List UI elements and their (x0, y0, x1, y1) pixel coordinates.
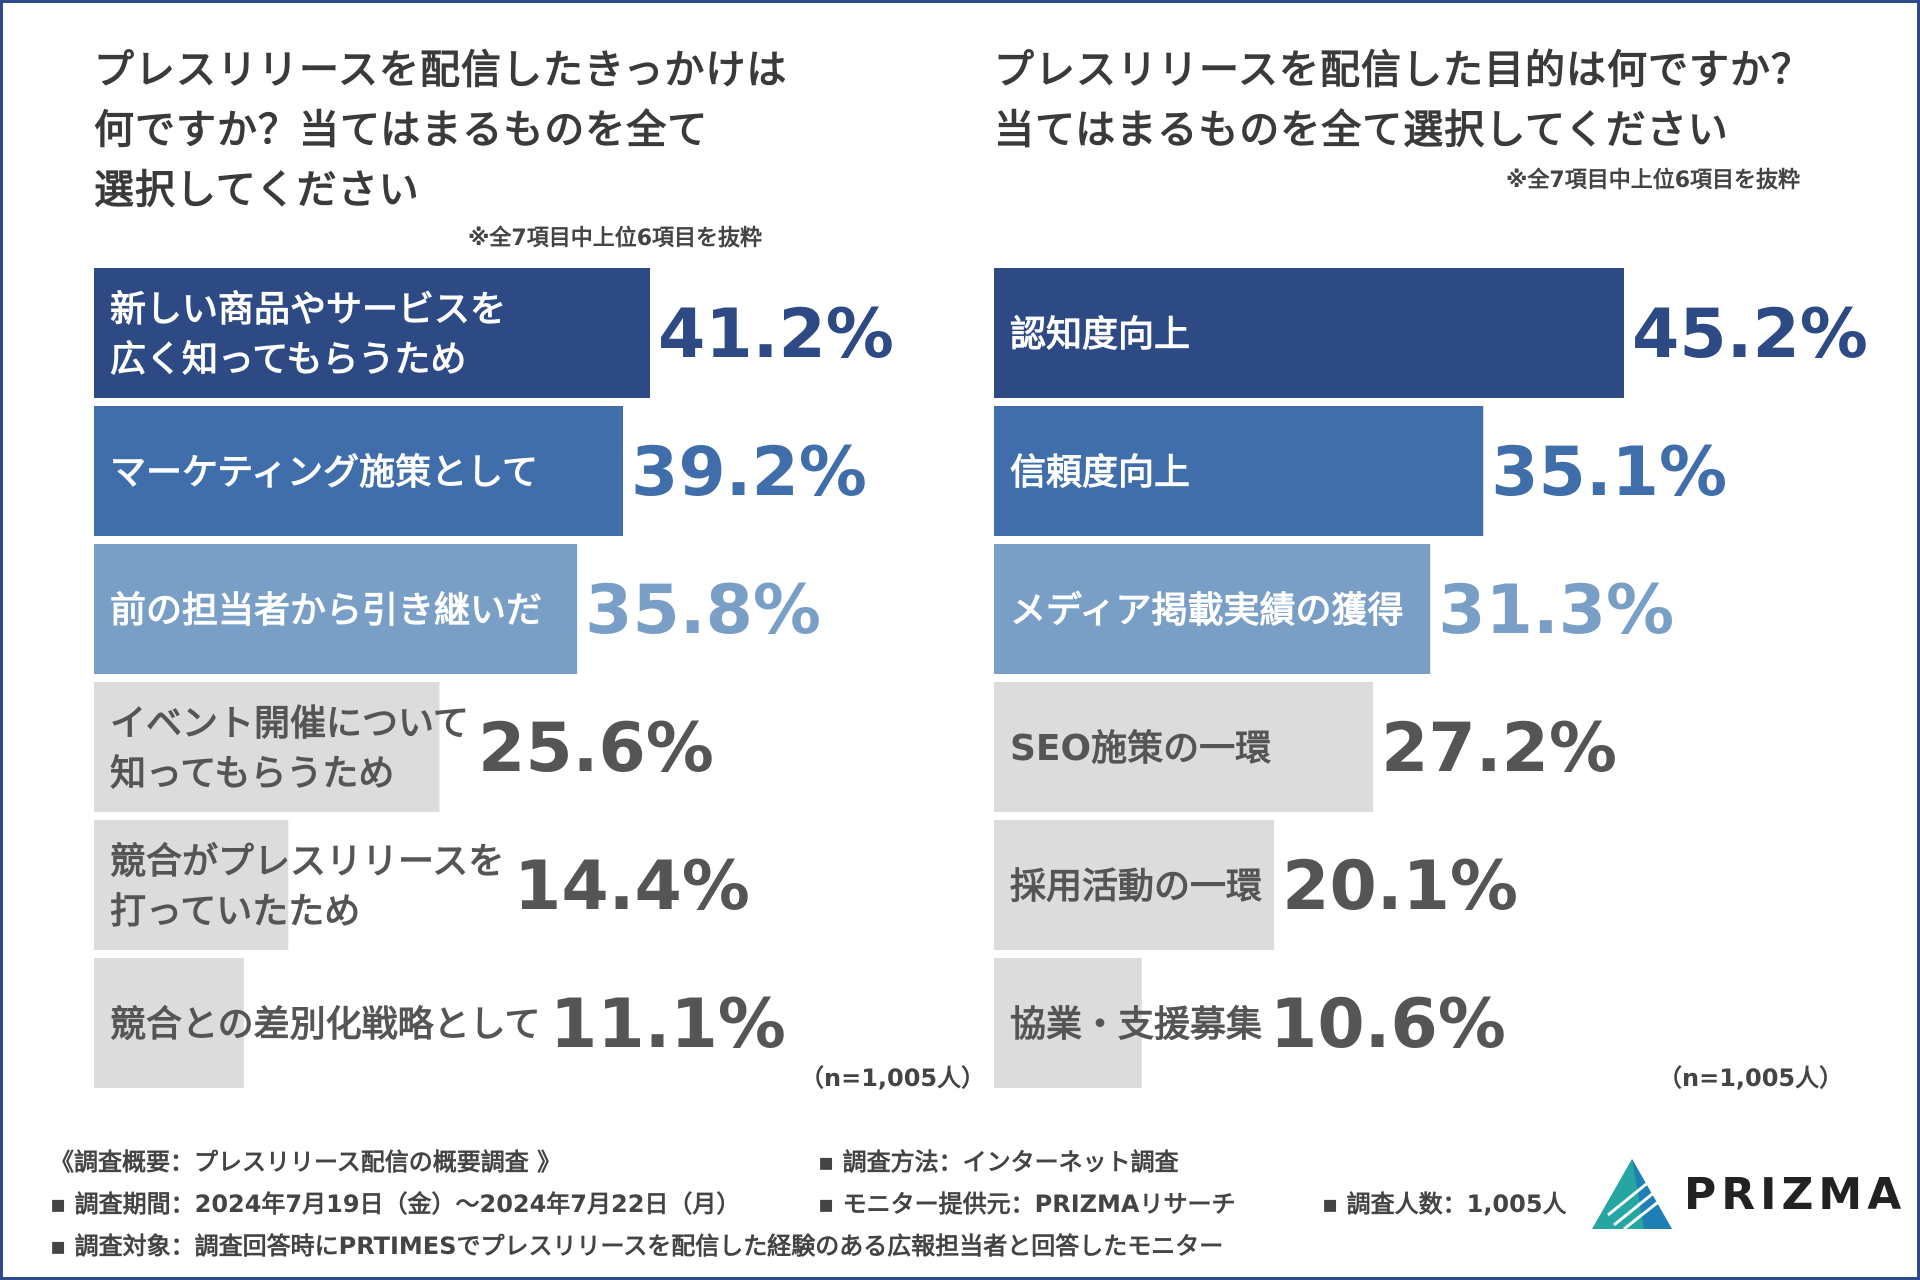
left-value-label-3: 35.8% (585, 571, 821, 650)
footer-period: ▪ 調査期間：2024年7月19日（金）〜2024年7月22日（月） (50, 1190, 741, 1218)
prizma-logo-text: PRIZMA (1684, 1169, 1907, 1220)
left-title-line-3: 選択してください (94, 167, 420, 213)
left-bar-label-1-line-1: 新しい商品やサービスを (110, 289, 506, 330)
left-value-label-4: 25.6% (478, 709, 714, 788)
footer-provider: ▪ モニター提供元：PRIZMAリサーチ (818, 1190, 1236, 1218)
right-value-label-1: 45.2% (1632, 295, 1868, 374)
footer-count: ▪ 調査人数：1,005人 (1322, 1190, 1567, 1218)
left-bar-5 (94, 820, 289, 950)
left-bar-label-4-line-1: イベント開催について (110, 703, 469, 744)
footer-overview: 《調査概要：プレスリリース配信の概要調査 》 (50, 1148, 562, 1176)
right-bar-1 (994, 268, 1624, 398)
right-bar-label-3-line-1: メディア掲載実績の獲得 (1010, 589, 1403, 631)
left-bar-1 (94, 268, 651, 398)
left-title-line-1: プレスリリースを配信したきっかけは (94, 47, 788, 93)
right-bar-5 (994, 820, 1275, 950)
right-sample-size: （n=1,005人） (1658, 1064, 1844, 1092)
left-bar-2 (94, 406, 624, 536)
left-bar-label-2-line-1: マーケティング施策として (110, 452, 538, 493)
left-title-line-2: 何ですか？当てはまるものを全て (94, 107, 709, 153)
left-value-label-6: 11.1% (550, 985, 786, 1064)
right-value-label-2: 35.1% (1491, 433, 1727, 512)
footer-method: ▪ 調査方法：インターネット調査 (818, 1148, 1179, 1176)
left-sample-size: （n=1,005人） (800, 1064, 986, 1092)
left-value-label-2: 39.2% (631, 433, 867, 512)
right-value-label-4: 27.2% (1381, 709, 1617, 788)
left-bar-3 (94, 544, 578, 674)
right-value-label-6: 10.6% (1270, 985, 1506, 1064)
right-bar-label-6-line-1: 協業・支援募集 (1010, 1004, 1262, 1045)
right-chart-note: ※全7項目中上位6項目を抜粋 (1506, 168, 1801, 193)
left-value-label-1: 41.2% (658, 295, 894, 374)
right-bar-label-1-line-1: 認知度向上 (1010, 314, 1190, 355)
prizma-logo: PRIZMA (1588, 1155, 1908, 1235)
left-bar-label-5-line-1: 競合がプレスリリースを (110, 841, 504, 882)
left-bar-label-1-line-2: 広く知ってもらうため (110, 339, 466, 380)
left-bar-label-4-line-2: 知ってもらうため (110, 753, 394, 794)
footer-target: ▪ 調査対象：調査回答時にPRTIMESでプレスリリースを配信した経験のある広報… (50, 1232, 1224, 1260)
left-bar-6 (94, 958, 244, 1088)
left-bar-4 (94, 682, 440, 812)
left-bar-label-3-line-1: 前の担当者から引き継いだ (110, 590, 542, 631)
right-title-line-2: 当てはまるものを全て選択してください (994, 107, 1729, 153)
right-title-line-1: プレスリリースを配信した目的は何ですか？ (994, 47, 1812, 93)
right-chart-title: プレスリリースを配信した目的は何ですか？ 当てはまるものを全て選択してください (994, 40, 1812, 160)
left-bar-label-5-line-2: 打っていたため (110, 891, 360, 932)
right-bar-label-2-line-1: 信頼度向上 (1010, 452, 1190, 493)
left-value-label-5: 14.4% (514, 847, 750, 926)
prizma-mark-icon (1592, 1159, 1672, 1231)
right-value-label-3: 31.3% (1438, 571, 1674, 650)
right-value-label-5: 20.1% (1282, 847, 1518, 926)
left-bar-label-6-line-1: 競合との差別化戦略として (110, 1004, 541, 1045)
right-bar-4 (994, 682, 1374, 812)
right-bar-3 (994, 544, 1431, 674)
right-bar-6 (994, 958, 1142, 1088)
right-bar-label-5-line-1: 採用活動の一環 (1010, 866, 1262, 907)
left-chart-title: プレスリリースを配信したきっかけは 何ですか？当てはまるものを全て 選択してくだ… (94, 40, 787, 220)
right-bar-2 (994, 406, 1484, 536)
left-chart-note: ※全7項目中上位6項目を抜粋 (468, 226, 763, 251)
right-bar-label-4-line-1: SEO施策の一環 (1010, 728, 1271, 769)
